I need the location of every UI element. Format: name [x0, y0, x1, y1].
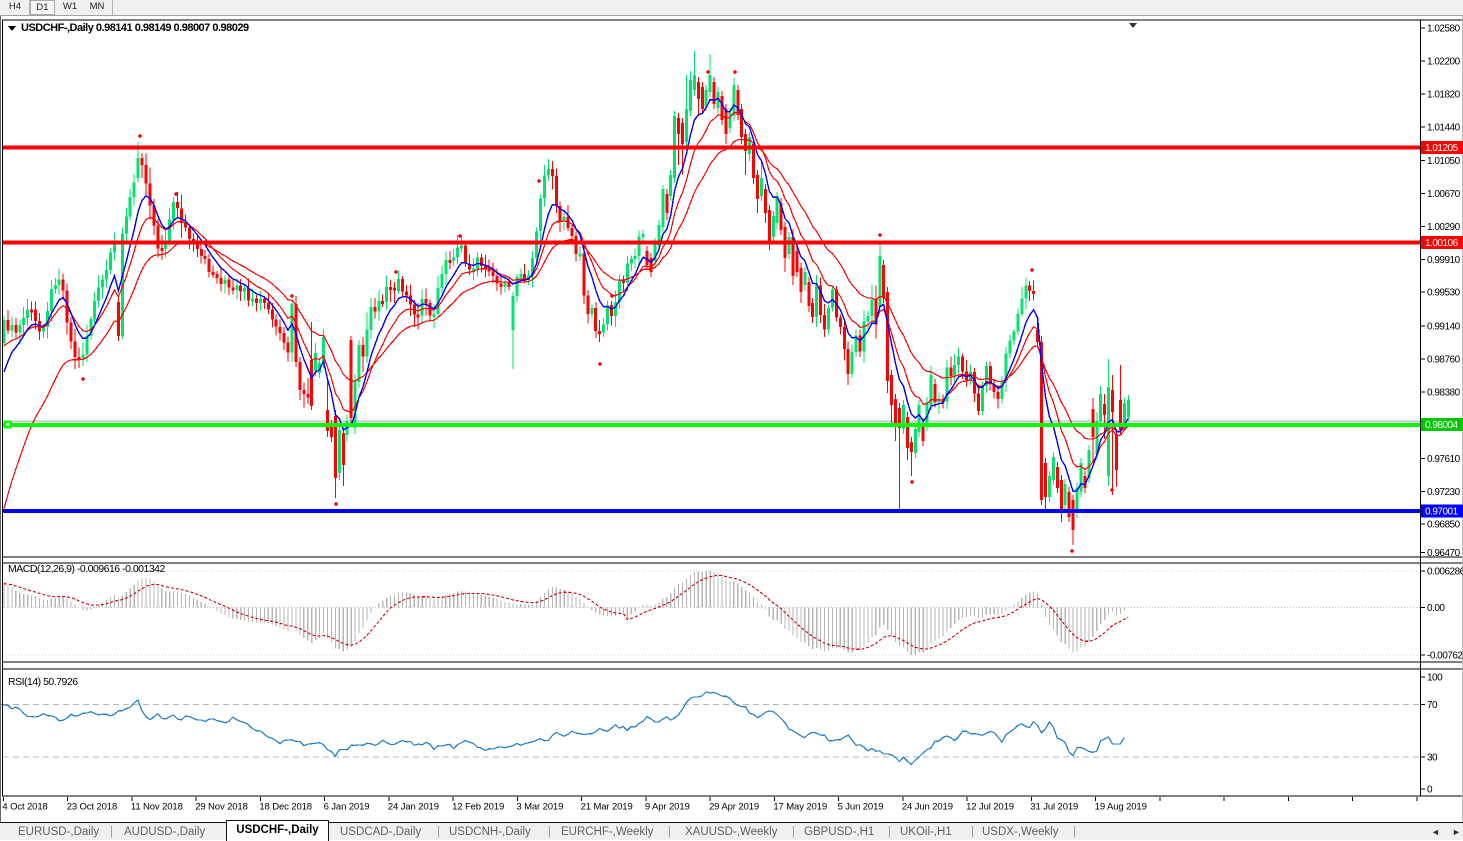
svg-text:19 Aug 2019: 19 Aug 2019	[1095, 802, 1147, 813]
svg-text:24 Jan 2019: 24 Jan 2019	[388, 802, 439, 813]
svg-text:4 Oct 2018: 4 Oct 2018	[2, 802, 47, 813]
svg-text:0.99910: 0.99910	[1427, 255, 1461, 266]
svg-text:1.01205: 1.01205	[1425, 143, 1459, 154]
svg-text:1.01440: 1.01440	[1427, 122, 1461, 133]
svg-text:1.00670: 1.00670	[1427, 189, 1461, 200]
svg-text:18 Dec 2018: 18 Dec 2018	[259, 802, 312, 813]
svg-text:30: 30	[1427, 753, 1438, 764]
svg-text:29 Apr 2019: 29 Apr 2019	[709, 802, 759, 813]
svg-text:0.97001: 0.97001	[1425, 507, 1459, 518]
svg-text:23 Oct 2018: 23 Oct 2018	[67, 802, 117, 813]
svg-text:1.00290: 1.00290	[1427, 222, 1461, 233]
svg-text:0.98380: 0.98380	[1427, 387, 1461, 398]
svg-text:0.99140: 0.99140	[1427, 322, 1461, 333]
svg-text:0.98004: 0.98004	[1425, 420, 1459, 431]
svg-text:24 Jun 2019: 24 Jun 2019	[902, 802, 953, 813]
svg-text:-0.00762: -0.00762	[1427, 651, 1463, 662]
svg-text:1.00106: 1.00106	[1425, 238, 1459, 249]
svg-text:9 Apr 2019: 9 Apr 2019	[645, 802, 690, 813]
svg-text:31 Jul 2019: 31 Jul 2019	[1030, 802, 1078, 813]
svg-text:100: 100	[1427, 673, 1443, 684]
svg-text:3 Mar 2019: 3 Mar 2019	[516, 802, 563, 813]
svg-text:0.98760: 0.98760	[1427, 354, 1461, 365]
svg-text:1.02200: 1.02200	[1427, 57, 1461, 68]
svg-text:0.99530: 0.99530	[1427, 288, 1461, 299]
svg-text:0.97610: 0.97610	[1427, 454, 1461, 465]
svg-text:12 Feb 2019: 12 Feb 2019	[452, 802, 504, 813]
svg-text:0.96850: 0.96850	[1427, 520, 1461, 531]
svg-text:11 Nov 2018: 11 Nov 2018	[131, 802, 183, 813]
svg-text:MACD(12,26,9) -0.009616 -0.001: MACD(12,26,9) -0.009616 -0.001342	[8, 563, 166, 575]
svg-text:0.00: 0.00	[1427, 603, 1445, 614]
svg-text:17 May 2019: 17 May 2019	[773, 802, 827, 813]
svg-text:RSI(14) 50.7926: RSI(14) 50.7926	[8, 676, 78, 688]
svg-text:0: 0	[1427, 785, 1433, 796]
svg-text:29 Nov 2018: 29 Nov 2018	[195, 802, 248, 813]
svg-text:12 Jul 2019: 12 Jul 2019	[966, 802, 1014, 813]
svg-text:USDCHF-,Daily 0.98141 0.98149: USDCHF-,Daily 0.98141 0.98149 0.98007 0.…	[21, 22, 249, 34]
svg-text:1.02580: 1.02580	[1427, 24, 1461, 35]
svg-text:0.97230: 0.97230	[1427, 487, 1461, 498]
svg-text:1.01820: 1.01820	[1427, 89, 1461, 100]
svg-text:21 Mar 2019: 21 Mar 2019	[581, 802, 633, 813]
svg-text:0.96470: 0.96470	[1427, 548, 1461, 559]
svg-text:5 Jun 2019: 5 Jun 2019	[838, 802, 884, 813]
svg-text:0.006286: 0.006286	[1427, 567, 1463, 578]
svg-text:1.01050: 1.01050	[1427, 156, 1461, 167]
svg-text:6 Jan 2019: 6 Jan 2019	[324, 802, 370, 813]
svg-text:70: 70	[1427, 700, 1438, 711]
